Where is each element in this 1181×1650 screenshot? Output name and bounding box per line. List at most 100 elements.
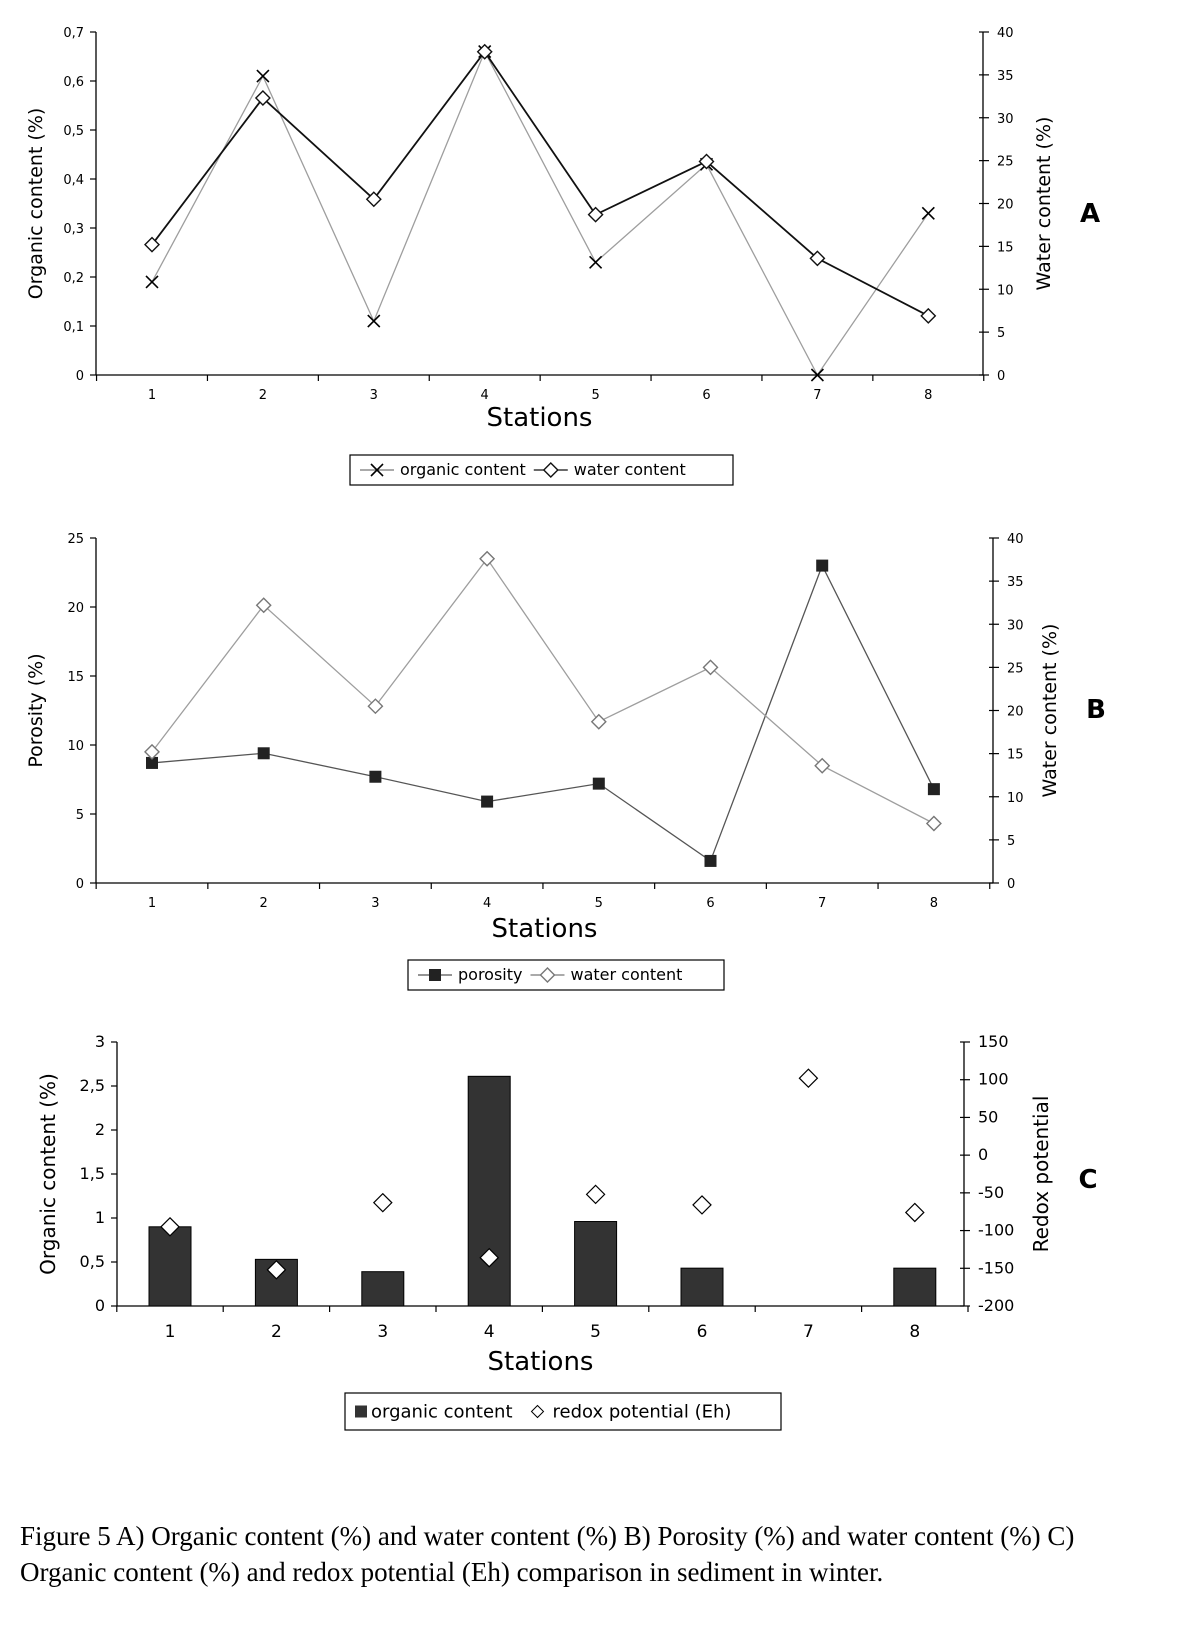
x-tick-label: 7 — [803, 1322, 814, 1342]
right-tick-label: 20 — [1007, 705, 1024, 720]
right-axis-title: Water content (%) — [1039, 624, 1061, 798]
left-tick-label: 1 — [95, 1208, 105, 1227]
legend-swatch — [355, 1405, 367, 1418]
right-tick-label: 5 — [997, 326, 1005, 341]
left-tick-label: 0,5 — [80, 1252, 105, 1271]
organic-content-point-3 — [367, 314, 381, 328]
x-tick-label: 5 — [591, 388, 599, 403]
right-tick-label: -50 — [978, 1183, 1004, 1202]
x-tick-label: 6 — [697, 1322, 708, 1342]
x-tick-label: 2 — [259, 388, 267, 403]
right-tick-label: 50 — [978, 1107, 998, 1126]
legend-label: porosity — [458, 965, 522, 984]
left-tick-label: 20 — [67, 601, 84, 616]
right-tick-label: 30 — [1007, 618, 1024, 633]
legend: organic content water content — [349, 454, 734, 486]
legend-label: organic content — [371, 1402, 513, 1423]
porosity-point-3 — [369, 770, 382, 783]
porosity-point-5 — [592, 777, 605, 790]
series-line — [151, 50, 929, 317]
right-tick-label: -100 — [978, 1221, 1014, 1240]
organic-content-point-7 — [810, 368, 824, 382]
left-tick-label: 25 — [67, 532, 84, 547]
legend-box — [344, 1392, 782, 1431]
left-tick-label: 10 — [67, 739, 84, 754]
x-axis-title: Stations — [492, 914, 598, 944]
water-content-point-5 — [587, 206, 604, 223]
x-tick-label: 1 — [165, 1322, 176, 1342]
chart-C: 0 0,5 1 1,5 2 2,5 3 -200 -150 -100 -50 0 50 100 150 1 2 3… — [36, 1032, 1098, 1431]
left-tick-label: 0 — [76, 877, 84, 892]
right-tick-label: 15 — [1007, 748, 1024, 763]
water-content-point-7 — [814, 757, 831, 774]
left-tick-label: 5 — [76, 808, 84, 823]
left-tick-label: 0 — [95, 1296, 105, 1315]
left-tick-label: 0 — [76, 369, 84, 384]
bar-8 — [893, 1267, 937, 1307]
legend-label: organic content — [400, 460, 526, 479]
left-tick-label: 2,5 — [80, 1076, 105, 1095]
porosity-point-6 — [704, 854, 717, 867]
redox-point-5 — [585, 1184, 606, 1205]
series-line — [151, 563, 935, 862]
panel-label: C — [1078, 1165, 1097, 1195]
water-content-point-2 — [254, 90, 271, 107]
water-content-point-4 — [479, 550, 496, 567]
redox-point-4 — [479, 1247, 500, 1268]
x-tick-label: 4 — [483, 896, 491, 911]
right-axis-title: Redox potential — [1029, 1096, 1053, 1253]
right-tick-label: 30 — [997, 112, 1014, 127]
legend: porosity water content — [407, 959, 725, 991]
legend-label: water content — [574, 460, 686, 479]
x-tick-label: 2 — [260, 896, 268, 911]
x-tick-label: 6 — [706, 896, 714, 911]
water-content-point-7 — [809, 250, 826, 267]
panel-label: A — [1080, 199, 1100, 229]
x-axis-title: Stations — [488, 1347, 594, 1377]
left-tick-label: 0,6 — [63, 75, 84, 90]
chart-B: 0 5 10 15 20 25 0 5 10 15 20 25 30 35 40 1 2 3 4 5 6 7 8 Statio… — [25, 532, 1106, 991]
water-content-point-1 — [144, 236, 160, 253]
x-tick-label: 8 — [909, 1322, 920, 1342]
water-content-point-3 — [365, 191, 382, 208]
water-content-point-1 — [144, 743, 160, 760]
water-content-point-6 — [698, 153, 715, 170]
redox-point-8 — [904, 1202, 925, 1223]
x-tick-label: 4 — [484, 1322, 495, 1342]
porosity-point-8 — [927, 783, 940, 796]
legend-label: redox potential (Eh) — [553, 1402, 732, 1423]
x-tick-label: 4 — [481, 388, 489, 403]
legend-swatch — [530, 1404, 545, 1419]
bar-6 — [680, 1267, 724, 1307]
bar-1 — [148, 1226, 192, 1307]
left-tick-label: 0,4 — [63, 173, 84, 188]
organic-content-point-5 — [589, 255, 603, 269]
redox-point-2 — [266, 1259, 287, 1280]
right-tick-label: 5 — [1007, 834, 1015, 849]
left-tick-label: 0,2 — [63, 271, 84, 286]
x-tick-label: 5 — [595, 896, 603, 911]
right-tick-label: 35 — [997, 69, 1014, 84]
x-tick-label: 6 — [702, 388, 710, 403]
water-content-point-3 — [367, 698, 384, 715]
left-tick-label: 1,5 — [80, 1164, 105, 1183]
water-content-point-8 — [920, 307, 937, 324]
redox-point-3 — [372, 1192, 393, 1213]
porosity-point-2 — [257, 747, 270, 760]
right-tick-label: 35 — [1007, 575, 1024, 590]
left-tick-label: 0,7 — [63, 26, 84, 41]
right-tick-label: 40 — [997, 26, 1014, 41]
left-axis-title: Porosity (%) — [25, 653, 47, 767]
right-axis-title: Water content (%) — [1033, 117, 1055, 291]
water-content-point-8 — [925, 815, 942, 832]
series-line — [151, 50, 929, 377]
x-tick-label: 1 — [148, 388, 156, 403]
left-axis-title: Organic content (%) — [25, 108, 47, 300]
x-tick-label: 3 — [370, 388, 378, 403]
series-water-content — [144, 550, 942, 832]
legend-porosity-point-1 — [429, 969, 441, 981]
water-content-point-6 — [702, 659, 719, 676]
legend-label: water content — [570, 965, 682, 984]
series-organic-content — [148, 1075, 937, 1307]
